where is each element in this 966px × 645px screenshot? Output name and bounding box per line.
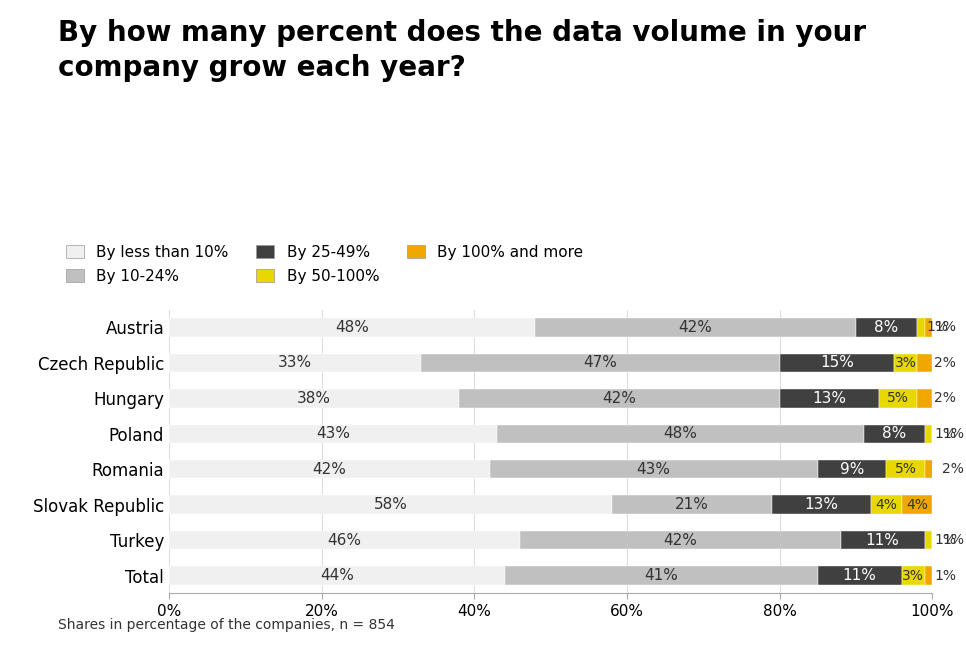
Text: 13%: 13% xyxy=(805,497,838,512)
Bar xyxy=(901,495,932,514)
Bar xyxy=(856,318,917,337)
Bar xyxy=(917,389,932,408)
Bar xyxy=(505,566,818,585)
Text: 42%: 42% xyxy=(603,391,637,406)
Bar xyxy=(924,531,932,550)
Bar xyxy=(169,460,490,479)
Text: 33%: 33% xyxy=(278,355,312,370)
Bar xyxy=(535,318,856,337)
Text: 1%: 1% xyxy=(934,427,956,441)
Text: 1%: 1% xyxy=(926,321,949,334)
Text: 5%: 5% xyxy=(887,392,909,405)
Text: 21%: 21% xyxy=(675,497,709,512)
Bar xyxy=(917,353,932,372)
Text: 48%: 48% xyxy=(664,426,697,441)
Text: Shares in percentage of the companies, n = 854: Shares in percentage of the companies, n… xyxy=(58,618,395,632)
Bar xyxy=(864,424,924,443)
Bar xyxy=(421,353,780,372)
Bar xyxy=(901,566,924,585)
Text: 1%: 1% xyxy=(942,427,964,441)
Text: 1%: 1% xyxy=(934,569,956,582)
Bar xyxy=(932,531,940,550)
Bar xyxy=(490,460,818,479)
Text: 42%: 42% xyxy=(679,320,713,335)
Bar xyxy=(924,318,932,337)
Bar xyxy=(871,495,901,514)
Text: 13%: 13% xyxy=(812,391,846,406)
Text: 15%: 15% xyxy=(820,355,854,370)
Bar xyxy=(924,424,932,443)
Text: By how many percent does the data volume in your
company grow each year?: By how many percent does the data volume… xyxy=(58,19,867,82)
Text: 48%: 48% xyxy=(335,320,369,335)
Text: 46%: 46% xyxy=(327,533,361,548)
Text: 44%: 44% xyxy=(320,568,354,583)
Legend: By less than 10%, By 10-24%, By 25-49%, By 50-100%, By 100% and more: By less than 10%, By 10-24%, By 25-49%, … xyxy=(66,245,583,284)
Bar xyxy=(879,389,917,408)
Text: 38%: 38% xyxy=(298,391,331,406)
Bar xyxy=(924,566,932,585)
Bar xyxy=(169,566,505,585)
Text: 58%: 58% xyxy=(374,497,408,512)
Text: 41%: 41% xyxy=(644,568,678,583)
Text: 1%: 1% xyxy=(934,321,956,334)
Bar xyxy=(497,424,864,443)
Bar xyxy=(887,460,924,479)
Bar xyxy=(780,389,879,408)
Text: 5%: 5% xyxy=(895,462,917,476)
Bar xyxy=(840,531,924,550)
Text: 42%: 42% xyxy=(312,462,346,477)
Bar xyxy=(917,318,924,337)
Text: 43%: 43% xyxy=(316,426,350,441)
Bar xyxy=(780,353,895,372)
Text: 9%: 9% xyxy=(839,462,865,477)
Bar xyxy=(459,389,780,408)
Bar xyxy=(520,531,840,550)
Bar xyxy=(932,424,940,443)
Text: 43%: 43% xyxy=(637,462,670,477)
Bar xyxy=(169,495,611,514)
Text: 1%: 1% xyxy=(934,533,956,547)
Text: 47%: 47% xyxy=(583,355,617,370)
Text: 42%: 42% xyxy=(664,533,697,548)
Text: 8%: 8% xyxy=(882,426,906,441)
Text: 2%: 2% xyxy=(942,462,964,476)
Bar xyxy=(772,495,871,514)
Text: 2%: 2% xyxy=(934,356,956,370)
Text: 3%: 3% xyxy=(895,356,917,370)
Bar xyxy=(895,353,917,372)
Text: 4%: 4% xyxy=(906,498,928,511)
Text: 3%: 3% xyxy=(902,569,924,582)
Bar xyxy=(169,389,459,408)
Bar xyxy=(169,318,535,337)
Text: 8%: 8% xyxy=(874,320,898,335)
Text: 11%: 11% xyxy=(842,568,876,583)
Bar xyxy=(169,353,421,372)
Text: 2%: 2% xyxy=(934,392,956,405)
Bar xyxy=(169,531,520,550)
Text: 4%: 4% xyxy=(875,498,897,511)
Text: 1%: 1% xyxy=(942,533,964,547)
Bar xyxy=(818,460,887,479)
Bar xyxy=(611,495,772,514)
Bar xyxy=(169,424,497,443)
Text: 11%: 11% xyxy=(866,533,899,548)
Bar xyxy=(818,566,901,585)
Bar xyxy=(924,460,940,479)
